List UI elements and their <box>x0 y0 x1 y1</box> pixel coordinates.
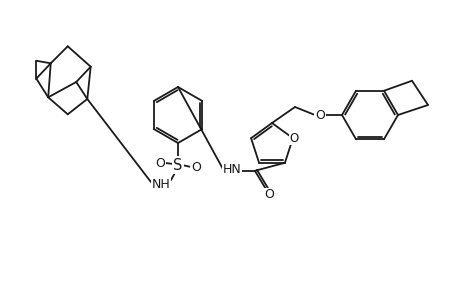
Text: O: O <box>263 188 273 201</box>
Text: O: O <box>155 157 165 169</box>
Text: O: O <box>314 109 324 122</box>
Text: HN: HN <box>222 163 241 176</box>
Text: NH: NH <box>151 178 170 191</box>
Text: O: O <box>289 132 298 145</box>
Text: S: S <box>173 158 182 172</box>
Text: O: O <box>190 160 201 173</box>
